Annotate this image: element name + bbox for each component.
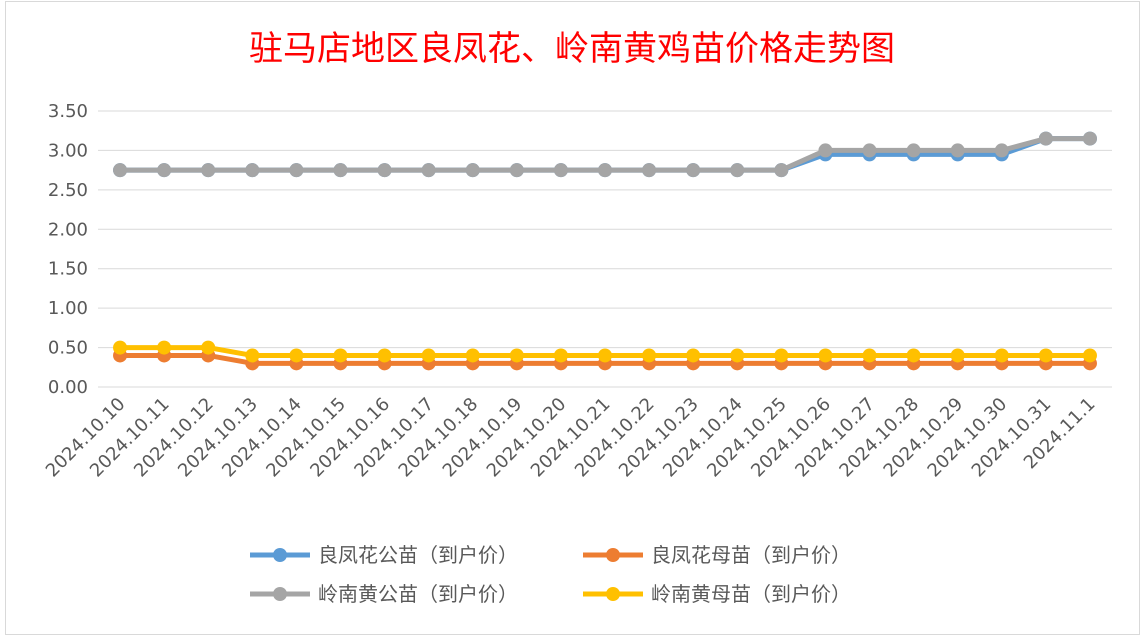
- data-point: [774, 163, 789, 178]
- y-tick-label: 2.50: [48, 180, 88, 201]
- data-point: [201, 340, 216, 355]
- data-point: [818, 143, 833, 158]
- data-point: [113, 163, 128, 178]
- y-tick-label: 2.00: [48, 219, 88, 240]
- data-point: [509, 163, 524, 178]
- y-tick-label: 0.00: [48, 377, 88, 398]
- data-point: [730, 163, 745, 178]
- legend-swatch-marker: [606, 548, 620, 562]
- data-point: [465, 348, 480, 363]
- data-point: [906, 143, 921, 158]
- y-tick-label: 1.50: [48, 259, 88, 280]
- legend-swatch-marker: [273, 587, 287, 601]
- data-point: [245, 348, 260, 363]
- legend: 良凤花公苗（到户价） 良凤花母苗（到户价） 岭南黄公苗（到户价） 岭南黄母苗（到户价）: [250, 543, 851, 606]
- legend-swatch-marker: [606, 587, 620, 601]
- legend-label: 良凤花母苗（到户价）: [651, 543, 851, 567]
- y-tick-label: 3.00: [48, 140, 88, 161]
- data-point: [201, 163, 216, 178]
- data-point: [157, 340, 172, 355]
- y-axis-ticks: 0.00 0.50 1.00 1.50 2.00 2.50 3.00 3.50: [48, 101, 88, 398]
- data-point: [862, 143, 877, 158]
- data-point: [157, 163, 172, 178]
- legend-item: 岭南黄母苗（到户价）: [583, 582, 851, 606]
- data-point: [1038, 348, 1053, 363]
- chart-title: 驻马店地区良凤花、岭南黄鸡苗价格走势图: [249, 29, 895, 69]
- chart-frame: [5, 1, 1140, 635]
- legend-label: 岭南黄公苗（到户价）: [318, 582, 518, 606]
- data-point: [465, 163, 480, 178]
- y-tick-label: 3.50: [48, 101, 88, 122]
- data-point: [950, 143, 965, 158]
- data-point: [598, 348, 612, 363]
- data-point: [686, 163, 701, 178]
- data-point: [289, 348, 304, 363]
- data-point: [113, 340, 128, 355]
- data-point: [730, 348, 745, 363]
- data-point: [598, 163, 612, 178]
- data-point: [862, 348, 877, 363]
- data-point: [421, 348, 436, 363]
- data-point: [774, 348, 789, 363]
- data-point: [377, 163, 392, 178]
- series-3: [113, 131, 1097, 178]
- data-point: [906, 348, 921, 363]
- legend-label: 岭南黄母苗（到户价）: [651, 582, 851, 606]
- legend-label: 良凤花公苗（到户价）: [318, 543, 518, 567]
- data-point: [642, 348, 657, 363]
- data-point: [289, 163, 304, 178]
- series-4: [113, 340, 1097, 363]
- data-point: [994, 143, 1009, 158]
- data-point: [642, 163, 657, 178]
- data-point: [950, 348, 965, 363]
- data-point: [245, 163, 260, 178]
- data-point: [1082, 131, 1097, 146]
- legend-swatch-marker: [273, 548, 287, 562]
- data-point: [333, 163, 348, 178]
- data-point: [553, 348, 568, 363]
- data-point: [1038, 131, 1053, 146]
- data-point: [686, 348, 701, 363]
- data-point: [509, 348, 524, 363]
- data-point: [994, 348, 1009, 363]
- legend-item: 良凤花母苗（到户价）: [583, 543, 851, 567]
- data-point: [818, 348, 833, 363]
- series-lines: [113, 131, 1097, 371]
- legend-item: 良凤花公苗（到户价）: [250, 543, 518, 567]
- y-tick-label: 1.00: [48, 298, 88, 319]
- data-point: [553, 163, 568, 178]
- legend-item: 岭南黄公苗（到户价）: [250, 582, 518, 606]
- data-point: [377, 348, 392, 363]
- x-axis-ticks: 2024.10.102024.10.112024.10.122024.10.13…: [42, 394, 1100, 482]
- data-point: [421, 163, 436, 178]
- data-point: [1082, 348, 1097, 363]
- y-tick-label: 0.50: [48, 338, 88, 359]
- data-point: [333, 348, 348, 363]
